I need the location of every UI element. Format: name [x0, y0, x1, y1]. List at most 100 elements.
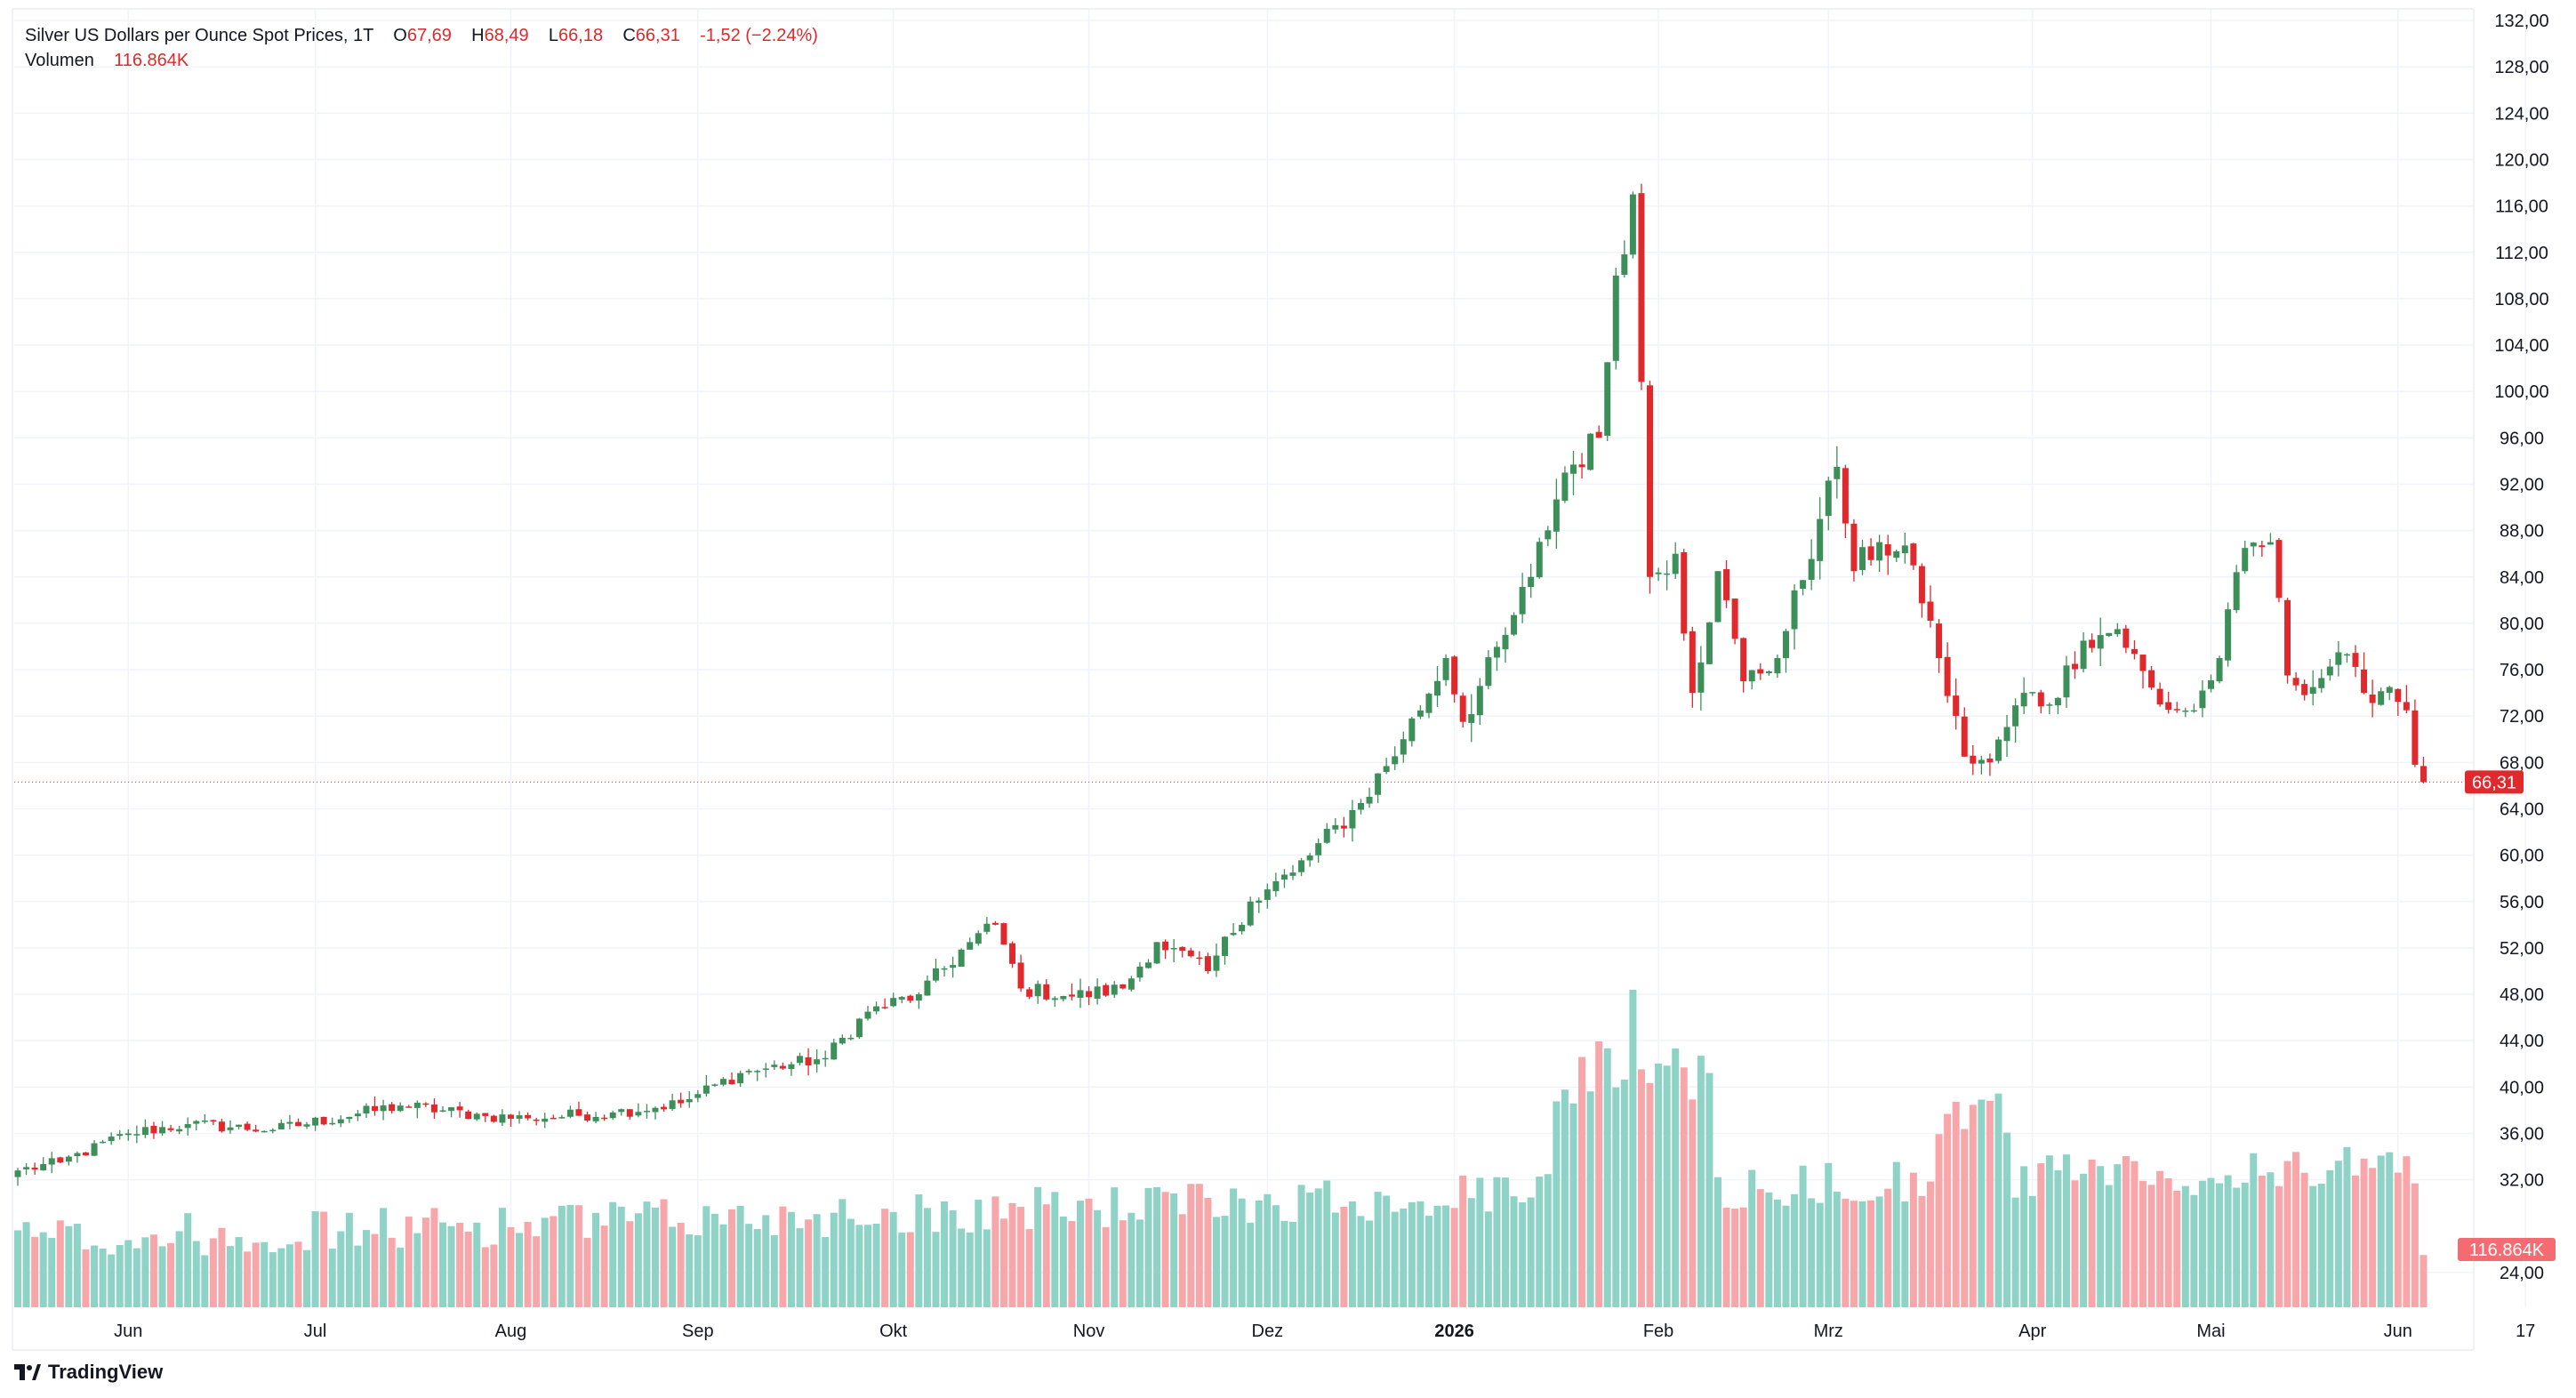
- volume-bar: [1986, 1100, 1994, 1307]
- candle-body: [635, 1112, 642, 1116]
- candle-body: [542, 1118, 549, 1122]
- volume-bar: [1051, 1192, 1059, 1307]
- candle-body: [1901, 545, 1908, 554]
- volume-bar: [1858, 1201, 1866, 1307]
- volume-bar: [1212, 1217, 1220, 1307]
- volume-bar: [1366, 1220, 1374, 1307]
- volume-bar: [2343, 1146, 2351, 1307]
- candle-body: [1170, 948, 1177, 950]
- tradingview-logo[interactable]: TradingView: [14, 1361, 163, 1384]
- volume-bar: [430, 1208, 438, 1307]
- candle-body: [1782, 631, 1789, 659]
- volume-bar: [1825, 1162, 1833, 1307]
- volume-bar: [269, 1252, 277, 1307]
- volume-bar: [320, 1211, 328, 1307]
- y-tick-label: 104,00: [2494, 336, 2548, 356]
- chart-frame: [12, 8, 2475, 1351]
- y-tick-label: 88,00: [2500, 522, 2544, 542]
- candle-body: [516, 1115, 523, 1120]
- volume-bar: [1017, 1207, 1025, 1307]
- candle-body: [346, 1116, 353, 1120]
- candle-body: [1289, 872, 1296, 876]
- volume-bar: [2309, 1185, 2317, 1307]
- y-tick-label: 132,00: [2494, 12, 2548, 31]
- candle-body: [1179, 946, 1186, 952]
- candle-body: [236, 1124, 243, 1128]
- candle-body: [1893, 550, 1900, 558]
- candle-body: [1927, 601, 1934, 622]
- candle-body: [57, 1157, 64, 1163]
- volume-bar: [294, 1241, 302, 1307]
- candles: [14, 183, 2427, 1186]
- volume-bar: [1655, 1063, 1663, 1307]
- volume-bar: [261, 1241, 269, 1307]
- volume-bar: [1424, 1216, 1432, 1307]
- volume-bar: [2352, 1175, 2359, 1307]
- volume-bar: [65, 1225, 73, 1307]
- candle-body: [788, 1064, 795, 1070]
- volume-bar: [923, 1208, 931, 1307]
- candle-body: [2301, 684, 2308, 695]
- volume-bar: [898, 1232, 906, 1307]
- volume-bar: [1689, 1099, 1697, 1307]
- volume-bar: [1467, 1198, 1475, 1307]
- volume-bar: [481, 1247, 489, 1307]
- volume-bar: [2250, 1153, 2258, 1307]
- candle-body: [609, 1113, 616, 1119]
- candle-body: [2029, 692, 2036, 694]
- candle-body: [702, 1085, 710, 1094]
- candle-body: [2343, 654, 2350, 656]
- x-tick-label: Feb: [1643, 1322, 1673, 1341]
- volume-bar: [2360, 1158, 2368, 1307]
- volume-bar: [1255, 1200, 1263, 1307]
- candle-body: [1578, 464, 1585, 468]
- candle-body: [1239, 924, 1246, 932]
- volume-bar: [1102, 1226, 1110, 1307]
- candle-body: [1638, 193, 1645, 382]
- volume-bar: [574, 1205, 582, 1307]
- volume-bar: [2394, 1172, 2402, 1307]
- candle-body: [719, 1079, 726, 1085]
- volume-bar: [354, 1245, 362, 1307]
- candle-body: [405, 1106, 413, 1108]
- candle-body: [1604, 362, 1611, 437]
- volume-bar: [864, 1225, 871, 1307]
- candle-body: [1748, 670, 1755, 682]
- y-tick-label: 24,00: [2500, 1264, 2544, 1283]
- volume-bar: [1272, 1205, 1280, 1307]
- candle-body: [1366, 796, 1373, 804]
- volume-bar: [1629, 990, 1637, 1307]
- candle-body: [2139, 655, 2147, 671]
- candle-body: [907, 995, 914, 1001]
- candle-body: [210, 1120, 217, 1122]
- volume-bar: [184, 1213, 192, 1307]
- volume-label[interactable]: Volumen: [25, 51, 94, 70]
- volume-bar: [881, 1209, 889, 1307]
- candle-body: [2054, 697, 2061, 706]
- volume-bar: [1952, 1101, 1960, 1307]
- candle-body: [1323, 828, 1330, 843]
- candle-body: [575, 1109, 582, 1116]
- volume-bar: [1791, 1193, 1799, 1307]
- candle-body: [924, 980, 931, 996]
- candle-body: [1485, 657, 1492, 687]
- volume-bar: [447, 1225, 455, 1307]
- candle-body: [1528, 576, 1535, 588]
- y-tick-label: 32,00: [2500, 1171, 2544, 1191]
- volume-bar: [1323, 1180, 1331, 1307]
- volume-bar: [2198, 1180, 2206, 1307]
- candle-body: [839, 1037, 846, 1044]
- candle-body: [855, 1018, 863, 1038]
- volume-bar: [1773, 1199, 1781, 1307]
- candle-body: [294, 1121, 301, 1127]
- candle-body: [465, 1111, 472, 1120]
- candle-body: [881, 1007, 888, 1008]
- candle-body: [1153, 942, 1160, 964]
- candle-body: [490, 1115, 497, 1122]
- candle-body: [2242, 548, 2249, 572]
- symbol-title[interactable]: Silver US Dollars per Ounce Spot Prices,…: [25, 26, 374, 45]
- candle-body: [754, 1071, 761, 1073]
- candle-body: [1944, 656, 1951, 696]
- candle-body: [1256, 900, 1263, 904]
